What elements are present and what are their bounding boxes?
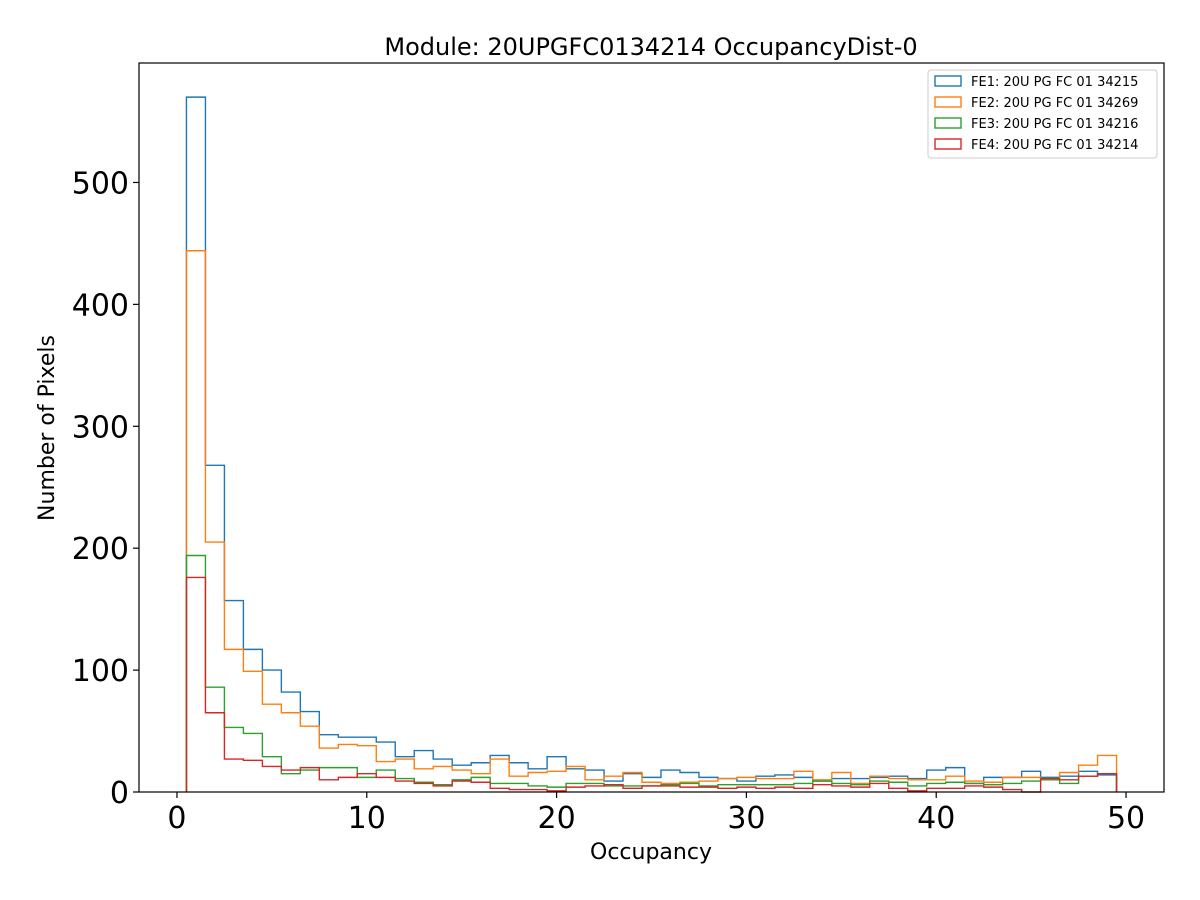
y-tick-label: 400 <box>72 288 129 323</box>
chart-title: Module: 20UPGFC0134214 OccupancyDist-0 <box>384 33 917 61</box>
y-tick-label: 0 <box>110 776 129 811</box>
x-tick-label: 30 <box>727 801 765 836</box>
legend-label: FE2: 20U PG FC 01 34269 <box>971 96 1138 111</box>
series-layer <box>185 96 1118 793</box>
y-tick-label: 500 <box>72 166 129 201</box>
x-tick-label: 10 <box>348 801 386 836</box>
x-tick-label: 20 <box>537 801 575 836</box>
legend-swatch <box>934 96 962 108</box>
legend-label: FE4: 20U PG FC 01 34214 <box>971 138 1138 153</box>
x-tick-label: 50 <box>1107 801 1145 836</box>
y-axis-title: Number of Pixels <box>35 335 60 521</box>
legend-box <box>927 69 1158 159</box>
x-tick-label: 0 <box>167 801 186 836</box>
y-tick-label: 300 <box>72 410 129 445</box>
x-tick-label: 40 <box>917 801 955 836</box>
histogram-series-3 <box>185 554 1118 792</box>
histogram-series-2 <box>185 250 1118 792</box>
legend-swatch <box>934 117 962 129</box>
legend-label: FE3: 20U PG FC 01 34216 <box>971 117 1138 132</box>
histogram-series-1 <box>185 96 1118 792</box>
histogram-series-4 <box>185 576 1118 793</box>
plot-frame <box>138 62 1165 793</box>
y-tick-label: 200 <box>72 532 129 567</box>
x-axis-title: Occupancy <box>590 840 712 865</box>
legend-swatch <box>934 75 962 87</box>
legend: FE1: 20U PG FC 01 34215 FE2: 20U PG FC 01… <box>927 69 1158 159</box>
y-tick-label: 100 <box>72 654 129 689</box>
legend-label: FE1: 20U PG FC 01 34215 <box>971 75 1138 90</box>
legend-swatch <box>934 138 962 150</box>
